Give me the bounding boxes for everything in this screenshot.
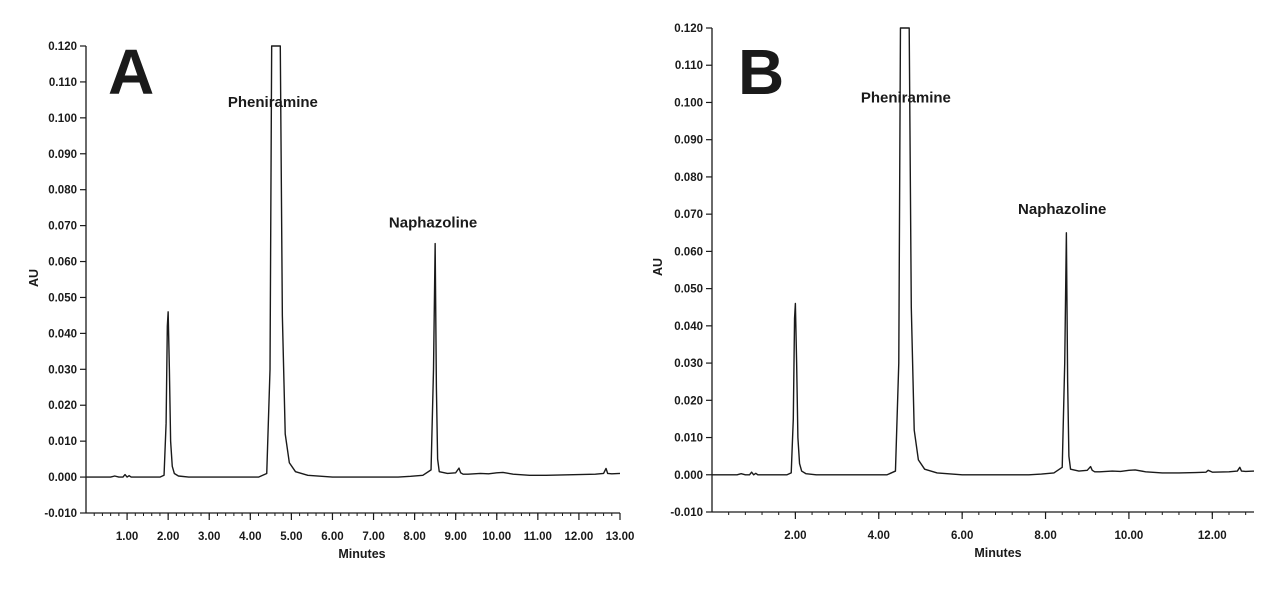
y-tick-label-a: 0.100	[48, 113, 77, 125]
peak-label-naphazoline-b: Naphazoline	[1018, 201, 1106, 218]
y-tick-label-b: 0.010	[674, 433, 703, 445]
y-tick-label-a: 0.070	[48, 221, 77, 233]
y-tick-label-b: 0.050	[674, 284, 703, 296]
x-tick-label-a: 7.00	[362, 531, 384, 543]
y-tick-label-a: 0.120	[48, 41, 77, 53]
y-tick-label-b: 0.030	[674, 358, 703, 370]
y-tick-label-b: 0.020	[674, 395, 703, 407]
y-tick-label-a: 0.060	[48, 257, 77, 269]
x-tick-label-b: 12.00	[1198, 530, 1227, 542]
chart-panel-b: B AU Minutes -0.010 0.000 0.010 0.020 0.030 0…	[651, 23, 1255, 560]
chromatogram-trace-a	[86, 45, 621, 478]
x-tick-label-b: 8.00	[1034, 530, 1056, 542]
y-tick-label-b: 0.100	[674, 97, 703, 109]
peak-label-pheniramine-b: Pheniramine	[861, 89, 951, 106]
y-tick-label-a: -0.010	[44, 508, 77, 520]
y-tick-label-a: 0.090	[48, 149, 77, 161]
x-tick-label-a: 13.00	[606, 531, 635, 543]
chromatogram-trace-b	[712, 27, 1255, 476]
x-tick-label-a: 1.00	[116, 531, 138, 543]
y-tick-label-a: 0.050	[48, 292, 77, 304]
x-tick-label-a: 4.00	[239, 531, 261, 543]
chart-panel-a: A AU Minutes -0.010 0.000 0.010 0.020 0.030 0…	[27, 36, 634, 561]
y-axis-title-a: AU	[27, 269, 41, 287]
y-tick-label-b: 0.040	[674, 321, 703, 333]
x-tick-label-b: 6.00	[951, 530, 973, 542]
y-axis-title-b: AU	[651, 258, 665, 276]
x-axis-title-b: Minutes	[974, 546, 1021, 560]
x-tick-label-a: 5.00	[280, 531, 302, 543]
peak-label-pheniramine-a: Pheniramine	[228, 94, 318, 111]
y-tick-label-b: 0.080	[674, 172, 703, 184]
x-tick-label-a: 9.00	[444, 531, 466, 543]
y-tick-label-a: 0.010	[48, 436, 77, 448]
y-tick-label-b: 0.110	[675, 60, 703, 72]
y-tick-label-b: 0.060	[674, 246, 703, 258]
y-tick-label-a: 0.110	[49, 77, 77, 89]
x-tick-label-b: 2.00	[784, 530, 806, 542]
panel-letter-b: B	[738, 36, 784, 108]
y-tick-label-a: 0.030	[48, 364, 77, 376]
x-tick-label-b: 10.00	[1115, 530, 1144, 542]
x-tick-label-b: 4.00	[868, 530, 890, 542]
x-tick-label-a: 8.00	[403, 531, 425, 543]
y-tick-label-b: 0.090	[674, 135, 703, 147]
x-tick-label-a: 10.00	[482, 531, 511, 543]
peak-label-naphazoline-a: Naphazoline	[389, 214, 477, 231]
y-tick-label-a: 0.040	[48, 328, 77, 340]
y-tick-label-b: 0.070	[674, 209, 703, 221]
y-tick-label-b: 0.000	[674, 470, 703, 482]
y-tick-label-a: 0.000	[48, 472, 77, 484]
y-tick-label-b: 0.120	[674, 23, 703, 35]
x-tick-label-a: 2.00	[157, 531, 179, 543]
y-tick-label-b: -0.010	[670, 507, 703, 519]
x-tick-label-a: 11.00	[524, 531, 552, 543]
x-tick-label-a: 12.00	[565, 531, 594, 543]
y-tick-label-a: 0.020	[48, 400, 77, 412]
x-tick-label-a: 6.00	[321, 531, 343, 543]
x-tick-label-a: 3.00	[198, 531, 220, 543]
panel-letter-a: A	[108, 36, 154, 108]
x-axis-title-a: Minutes	[338, 547, 385, 561]
y-tick-label-a: 0.080	[48, 185, 77, 197]
